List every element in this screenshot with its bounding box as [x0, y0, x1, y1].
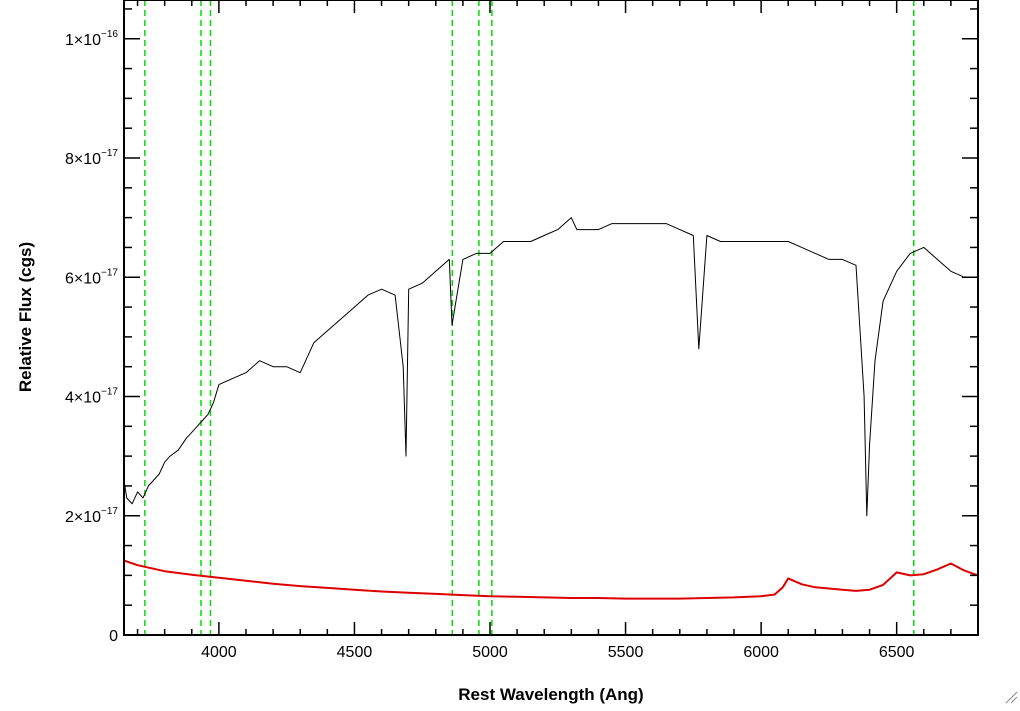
x-tick-label: 6500: [879, 644, 915, 661]
y-tick-label: 6×10−17: [65, 267, 118, 287]
plot-frame: [123, 0, 979, 636]
series-group: [123, 217, 979, 600]
y-tick-label: 2×10−17: [65, 506, 118, 526]
resize-grip-icon[interactable]: [1004, 690, 1018, 704]
y-tick-label: 1×10−16: [65, 29, 118, 49]
y-tick-label: 8×10−17: [65, 148, 118, 168]
x-tick-label: 5500: [608, 644, 644, 661]
x-tick-label: 4500: [337, 644, 373, 661]
series-line-0: [123, 217, 978, 517]
x-axis-label: Rest Wavelength (Ang): [458, 685, 643, 704]
tick-labels-group: 4000 4500 5000 5500 6000 6500 0 2×10−17 4×10−17 6…: [65, 29, 915, 661]
y-tick-label: 0: [109, 628, 118, 645]
series-line-1: [123, 559, 979, 600]
y-tick-label: 4×10−17: [65, 387, 118, 407]
axes-frame-group: [123, 0, 979, 636]
x-tick-label: 4000: [201, 644, 237, 661]
x-tick-label: 5000: [472, 644, 508, 661]
ticks-group: [124, 0, 979, 636]
reference-lines-group: [144, 0, 915, 635]
y-axis-label: Relative Flux (cgs): [16, 242, 35, 392]
x-tick-label: 6000: [743, 644, 779, 661]
